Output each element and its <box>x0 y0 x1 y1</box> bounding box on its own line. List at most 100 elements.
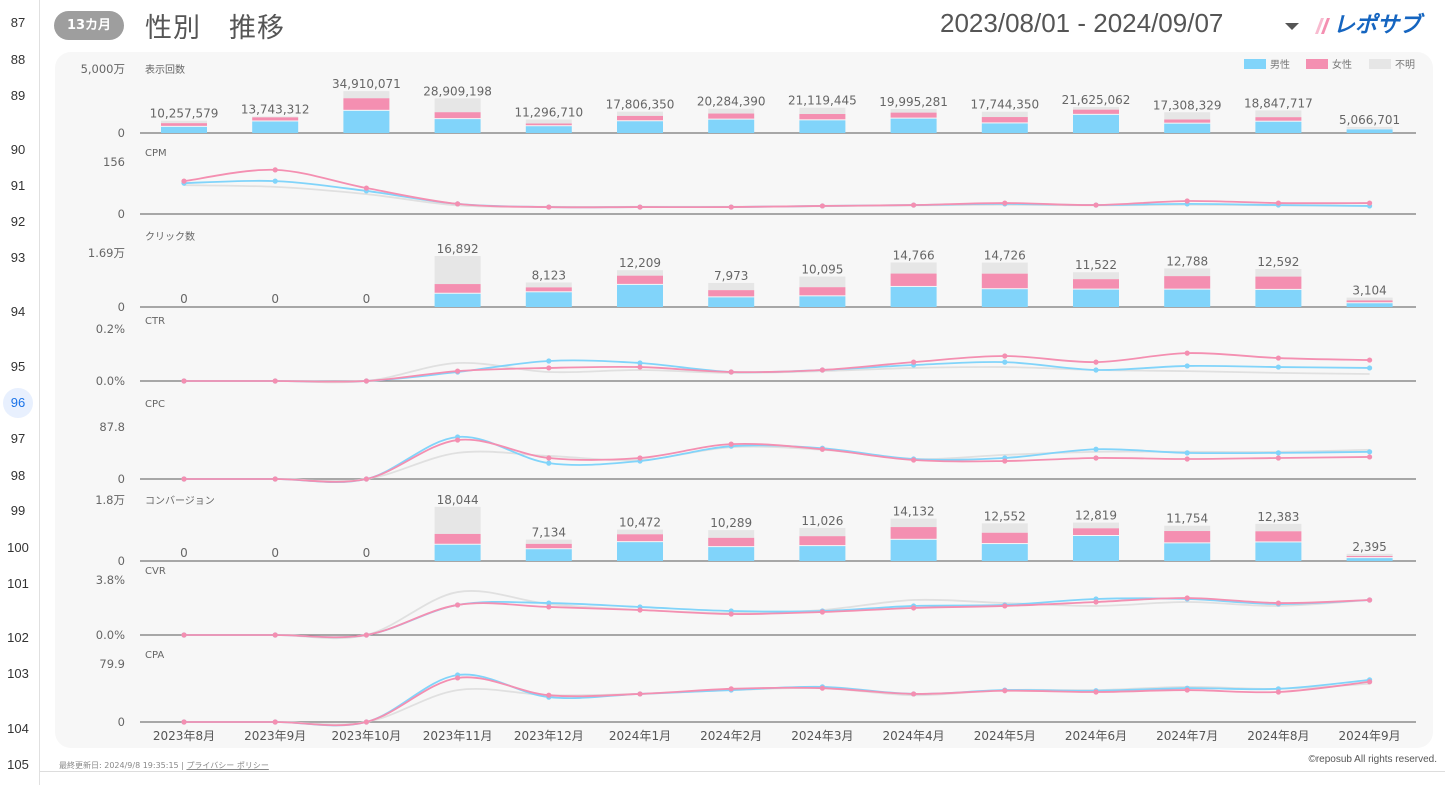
privacy-policy-link[interactable]: プライバシー ポリシー <box>186 761 269 770</box>
line-series-male <box>184 673 1370 727</box>
y-min-label: 0 <box>118 300 125 314</box>
row-number[interactable]: 96 <box>3 388 33 418</box>
bar-total-label: 10,289 <box>710 516 752 530</box>
row-number[interactable]: 90 <box>10 142 26 157</box>
data-point-female <box>455 368 461 374</box>
bar-total-label: 11,296,710 <box>514 105 583 119</box>
footer: 最終更新日: 2024/9/8 19:35:15 | プライバシー ポリシー <box>59 760 269 771</box>
panel-title: CTR <box>145 316 165 327</box>
bar-segment-unknown <box>799 276 846 288</box>
line-series-female <box>184 676 1370 727</box>
row-number[interactable]: 95 <box>10 359 26 374</box>
row-number[interactable]: 99 <box>10 503 26 518</box>
x-tick-label: 2024年7月 <box>1156 729 1218 743</box>
bar-total-label: 12,209 <box>619 256 661 270</box>
row-number[interactable]: 104 <box>7 721 29 736</box>
bar-total-label: 10,095 <box>801 263 843 277</box>
data-point-female <box>637 364 643 370</box>
row-number[interactable]: 89 <box>10 88 26 103</box>
data-point-female <box>272 719 278 725</box>
bar-segment-female <box>525 543 572 549</box>
y-max-label: 3.8% <box>96 573 125 587</box>
x-tick-label: 2024年1月 <box>609 729 671 743</box>
panel-title: 表示回数 <box>145 63 185 76</box>
y-max-label: 1.8万 <box>95 493 125 507</box>
row-number[interactable]: 97 <box>10 431 26 446</box>
bar-segment-unknown <box>708 282 755 291</box>
data-point-female <box>181 178 187 184</box>
line-series-female <box>184 352 1370 383</box>
divider <box>40 771 1445 772</box>
footer-separator: | <box>181 761 184 770</box>
row-number[interactable]: 93 <box>10 250 26 265</box>
bar-segment-male <box>1164 123 1211 133</box>
bar-segment-female <box>708 113 755 119</box>
data-point-female <box>363 185 369 191</box>
row-number[interactable]: 92 <box>10 214 26 229</box>
row-number[interactable]: 102 <box>7 630 29 645</box>
bar-total-label: 7,134 <box>532 526 566 540</box>
line-series-unknown <box>183 445 1370 482</box>
bar-segment-unknown <box>890 518 937 528</box>
x-tick-label: 2024年5月 <box>974 729 1036 743</box>
bar-total-label: 12,552 <box>984 509 1026 523</box>
bar-segment-unknown <box>434 98 481 113</box>
bar-segment-unknown <box>799 527 846 537</box>
bar-segment-female <box>1346 300 1393 303</box>
bar-total-label: 7,973 <box>714 269 748 283</box>
data-point-female <box>1184 687 1190 693</box>
data-point-male <box>272 178 278 184</box>
row-number[interactable]: 101 <box>7 576 29 591</box>
bar-segment-male <box>1073 114 1119 133</box>
bar-segment-unknown <box>1073 107 1119 110</box>
row-number[interactable]: 100 <box>7 540 29 555</box>
bar-segment-female <box>1164 531 1211 543</box>
bar-segment-female <box>799 536 846 546</box>
bar-total-label: 17,744,350 <box>970 98 1039 112</box>
bar-segment-unknown <box>708 108 755 114</box>
row-number[interactable]: 103 <box>7 666 29 681</box>
y-min-label: 0 <box>118 472 125 486</box>
bar-segment-female <box>890 273 937 286</box>
bar-total-label: 0 <box>363 292 371 306</box>
row-number[interactable]: 105 <box>7 757 29 772</box>
row-number-gutter: 87 88 89 90 91 92 93 94 95 96 97 98 99 100 101 102 103 10… <box>0 0 40 785</box>
data-point-female <box>728 611 734 617</box>
date-range-dropdown-icon[interactable] <box>1285 23 1299 30</box>
bar-total-label: 0 <box>180 292 188 306</box>
data-point-female <box>728 369 734 375</box>
date-range-picker[interactable]: 2023/08/01 - 2024/09/07 <box>940 8 1224 38</box>
y-max-label: 1.69万 <box>88 246 125 260</box>
bar-segment-female <box>1255 276 1302 289</box>
bar-segment-male <box>1255 542 1302 561</box>
last-updated: 最終更新日: 2024/9/8 19:35:15 <box>59 761 179 770</box>
bar-segment-female <box>1255 531 1302 542</box>
row-number[interactable]: 88 <box>10 52 26 67</box>
x-tick-label: 2024年9月 <box>1339 729 1401 743</box>
legend-swatch-female <box>1306 59 1328 69</box>
row-number[interactable]: 98 <box>10 468 26 483</box>
bar-segment-unknown <box>981 111 1028 118</box>
row-number[interactable]: 87 <box>10 15 26 30</box>
data-point-female <box>1367 357 1373 363</box>
data-point-female <box>272 167 278 173</box>
data-point-female <box>1093 359 1099 365</box>
bar-segment-female <box>434 112 481 119</box>
data-point-female <box>181 378 187 384</box>
bar-total-label: 8,123 <box>532 268 566 282</box>
data-point-female <box>911 691 917 697</box>
bar-total-label: 3,104 <box>1352 284 1386 298</box>
bar-segment-unknown <box>981 523 1028 533</box>
row-number[interactable]: 91 <box>10 178 26 193</box>
data-point-female <box>728 686 734 692</box>
bar-total-label: 21,625,062 <box>1062 93 1131 107</box>
bar-segment-male <box>1255 121 1302 133</box>
bar-segment-unknown <box>890 109 937 113</box>
legend-label-unknown: 不明 <box>1395 59 1415 71</box>
data-point-male <box>1184 363 1190 369</box>
row-number[interactable]: 94 <box>10 304 26 319</box>
bar-segment-male <box>1073 289 1119 307</box>
bar-segment-unknown <box>617 529 663 535</box>
line-series-female <box>184 597 1370 639</box>
bar-segment-unknown <box>1164 268 1211 277</box>
